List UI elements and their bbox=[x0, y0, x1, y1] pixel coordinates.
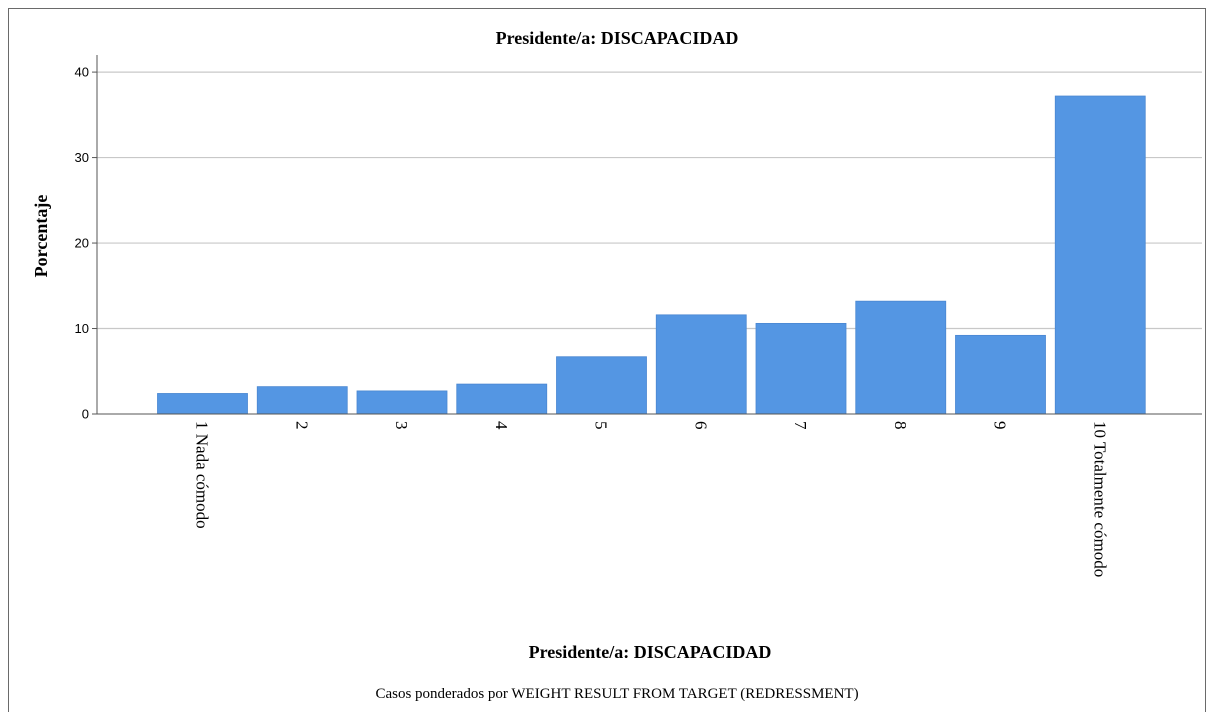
y-tick-labels: 0 10 20 30 40 bbox=[75, 65, 89, 422]
bars bbox=[157, 95, 1146, 415]
x-tick-label: 6 bbox=[691, 421, 710, 430]
bar bbox=[157, 393, 248, 415]
weight-footnote: Casos ponderados por WEIGHT RESULT FROM … bbox=[375, 686, 858, 702]
x-tick-label: 10 Totalmente cómodo bbox=[1090, 421, 1109, 577]
x-tick-label: 2 bbox=[292, 421, 311, 430]
bar bbox=[556, 356, 647, 415]
axes bbox=[92, 55, 1202, 415]
x-tick-label: 4 bbox=[492, 421, 511, 430]
bar bbox=[755, 322, 847, 415]
y-tick-label: 10 bbox=[75, 321, 89, 336]
y-tick-label: 0 bbox=[82, 407, 89, 422]
x-tick-label: 5 bbox=[592, 421, 611, 430]
bar bbox=[955, 334, 1046, 415]
x-tick-label: 3 bbox=[392, 421, 411, 430]
x-tick-labels: 1 Nada cómodo 2 3 4 5 6 7 8 9 10 Totalmente cómod… bbox=[193, 421, 1110, 577]
bar bbox=[855, 300, 947, 415]
x-tick-label: 7 bbox=[791, 421, 810, 430]
x-axis-label: Presidente/a: DISCAPACIDAD bbox=[529, 642, 772, 662]
chart-title: Presidente/a: DISCAPACIDAD bbox=[496, 28, 739, 48]
y-tick-label: 40 bbox=[75, 65, 89, 80]
x-tick-label: 9 bbox=[991, 421, 1010, 430]
bar bbox=[256, 386, 348, 415]
y-axis-label: Porcentaje bbox=[31, 195, 51, 278]
bar bbox=[1054, 95, 1146, 415]
bar bbox=[655, 314, 747, 415]
y-tick-label: 20 bbox=[75, 236, 89, 251]
gridlines bbox=[97, 71, 1202, 330]
x-tick-label: 1 Nada cómodo bbox=[193, 421, 212, 529]
bar bbox=[356, 390, 448, 415]
bar bbox=[456, 383, 548, 415]
y-tick-label: 30 bbox=[75, 150, 89, 165]
x-tick-label: 8 bbox=[891, 421, 910, 430]
